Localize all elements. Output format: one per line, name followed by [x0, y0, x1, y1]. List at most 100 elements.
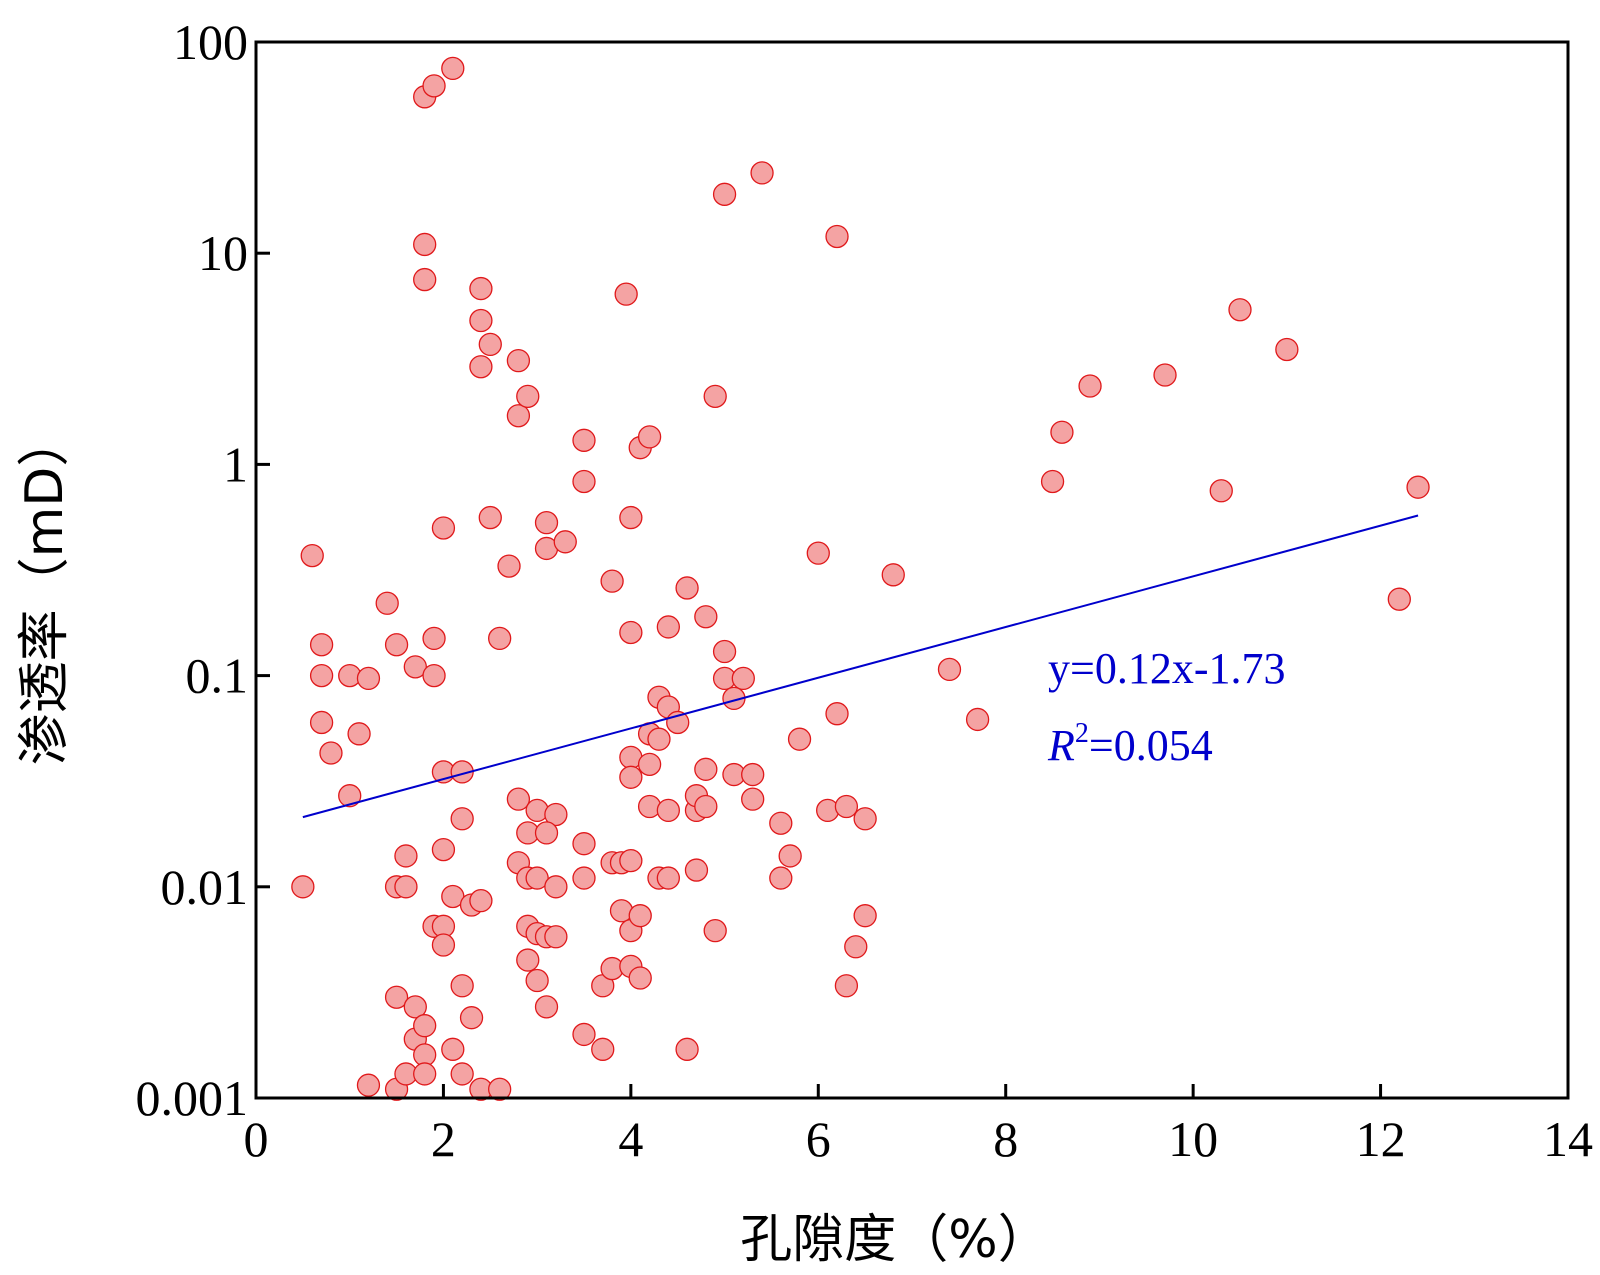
data-point: [413, 232, 437, 257]
data-point: [694, 605, 718, 629]
data-point: [384, 633, 409, 657]
data-point: [544, 802, 568, 827]
data-point: [703, 918, 727, 943]
data-point: [544, 875, 568, 899]
x-tick-label: 2: [431, 1111, 456, 1167]
r-squared-value: =0.054: [1089, 721, 1213, 770]
data-point: [300, 543, 324, 568]
y-tick-label: 0.1: [186, 648, 249, 704]
data-point: [628, 966, 652, 990]
data-point: [431, 837, 456, 862]
data-point: [309, 663, 334, 688]
data-point: [572, 469, 596, 494]
y-tick-label: 0.01: [161, 859, 249, 915]
data-point: [1406, 475, 1430, 499]
data-point: [619, 505, 643, 530]
r-squared-symbol: R: [1047, 721, 1075, 770]
data-point: [459, 1006, 484, 1030]
x-tick-label: 0: [244, 1111, 269, 1167]
data-point: [619, 765, 643, 789]
data-point: [1078, 374, 1102, 398]
data-point: [675, 576, 699, 600]
data-point: [694, 757, 718, 781]
data-point: [591, 1037, 615, 1061]
data-point: [572, 428, 596, 452]
data-point: [637, 752, 662, 776]
data-point: [319, 741, 343, 765]
data-point: [1387, 587, 1411, 611]
data-point: [422, 74, 446, 98]
data-point: [656, 798, 680, 823]
data-point: [413, 1014, 437, 1038]
data-point: [478, 332, 502, 357]
data-point: [712, 639, 737, 664]
data-point: [375, 591, 399, 615]
data-point: [469, 888, 493, 913]
data-point: [778, 844, 802, 868]
data-point: [637, 425, 662, 449]
data-point: [516, 948, 540, 972]
data-point: [450, 807, 474, 831]
data-point: [703, 384, 727, 408]
data-point: [291, 875, 315, 899]
data-point: [394, 875, 418, 899]
data-point: [506, 787, 531, 811]
data-point: [572, 866, 596, 890]
data-point: [450, 974, 474, 998]
x-tick-label: 8: [993, 1111, 1018, 1167]
data-point: [553, 530, 577, 554]
data-point: [825, 224, 849, 249]
data-point: [488, 1077, 512, 1101]
data-point: [684, 858, 709, 882]
data-point: [937, 657, 962, 682]
data-point: [816, 798, 840, 823]
data-point: [750, 161, 774, 185]
data-point: [506, 348, 531, 373]
data-point: [1153, 363, 1177, 387]
tick-labels-layer: 0 2 4 6 8 10 12 14 0.001 0.01 0.1 1 10 100: [136, 14, 1594, 1167]
x-axis-title: 孔隙度（%）: [740, 1210, 1049, 1270]
data-point: [356, 1073, 381, 1097]
r-squared-label: R2=0.054: [1047, 718, 1213, 770]
data-point: [469, 355, 493, 379]
data-point: [656, 866, 680, 890]
data-point: [834, 974, 859, 998]
data-point: [469, 276, 493, 301]
x-tick-label: 12: [1356, 1111, 1406, 1167]
data-point: [572, 1022, 596, 1047]
data-point: [600, 569, 624, 593]
y-tick-label: 0.001: [136, 1070, 249, 1126]
fit-equation: y=0.12x-1.73: [1048, 644, 1285, 693]
data-point: [356, 666, 381, 691]
data-point: [413, 267, 437, 292]
x-tick-label: 10: [1168, 1111, 1218, 1167]
data-point: [647, 727, 671, 751]
data-point: [534, 995, 559, 1019]
data-point: [347, 722, 371, 746]
points-layer: [291, 56, 1430, 1101]
data-point: [441, 1037, 465, 1061]
data-point: [853, 807, 877, 831]
y-tick-label: 100: [173, 14, 248, 70]
data-point: [1228, 298, 1252, 322]
data-point: [881, 563, 905, 587]
data-point: [534, 510, 559, 535]
data-point: [1209, 479, 1233, 503]
data-point: [656, 615, 680, 639]
data-point: [675, 1037, 699, 1061]
data-point: [403, 655, 427, 679]
data-point: [853, 904, 877, 928]
data-point: [441, 56, 465, 81]
data-point: [637, 794, 662, 819]
data-point: [1040, 469, 1065, 494]
data-point: [534, 821, 559, 845]
x-tick-label: 14: [1543, 1111, 1593, 1167]
data-point: [741, 762, 765, 787]
data-point: [506, 404, 531, 428]
data-point: [806, 541, 830, 565]
x-tick-label: 4: [618, 1111, 643, 1167]
plot-area-frame: [254, 40, 1570, 1100]
data-point: [614, 282, 638, 306]
data-point: [497, 554, 521, 578]
